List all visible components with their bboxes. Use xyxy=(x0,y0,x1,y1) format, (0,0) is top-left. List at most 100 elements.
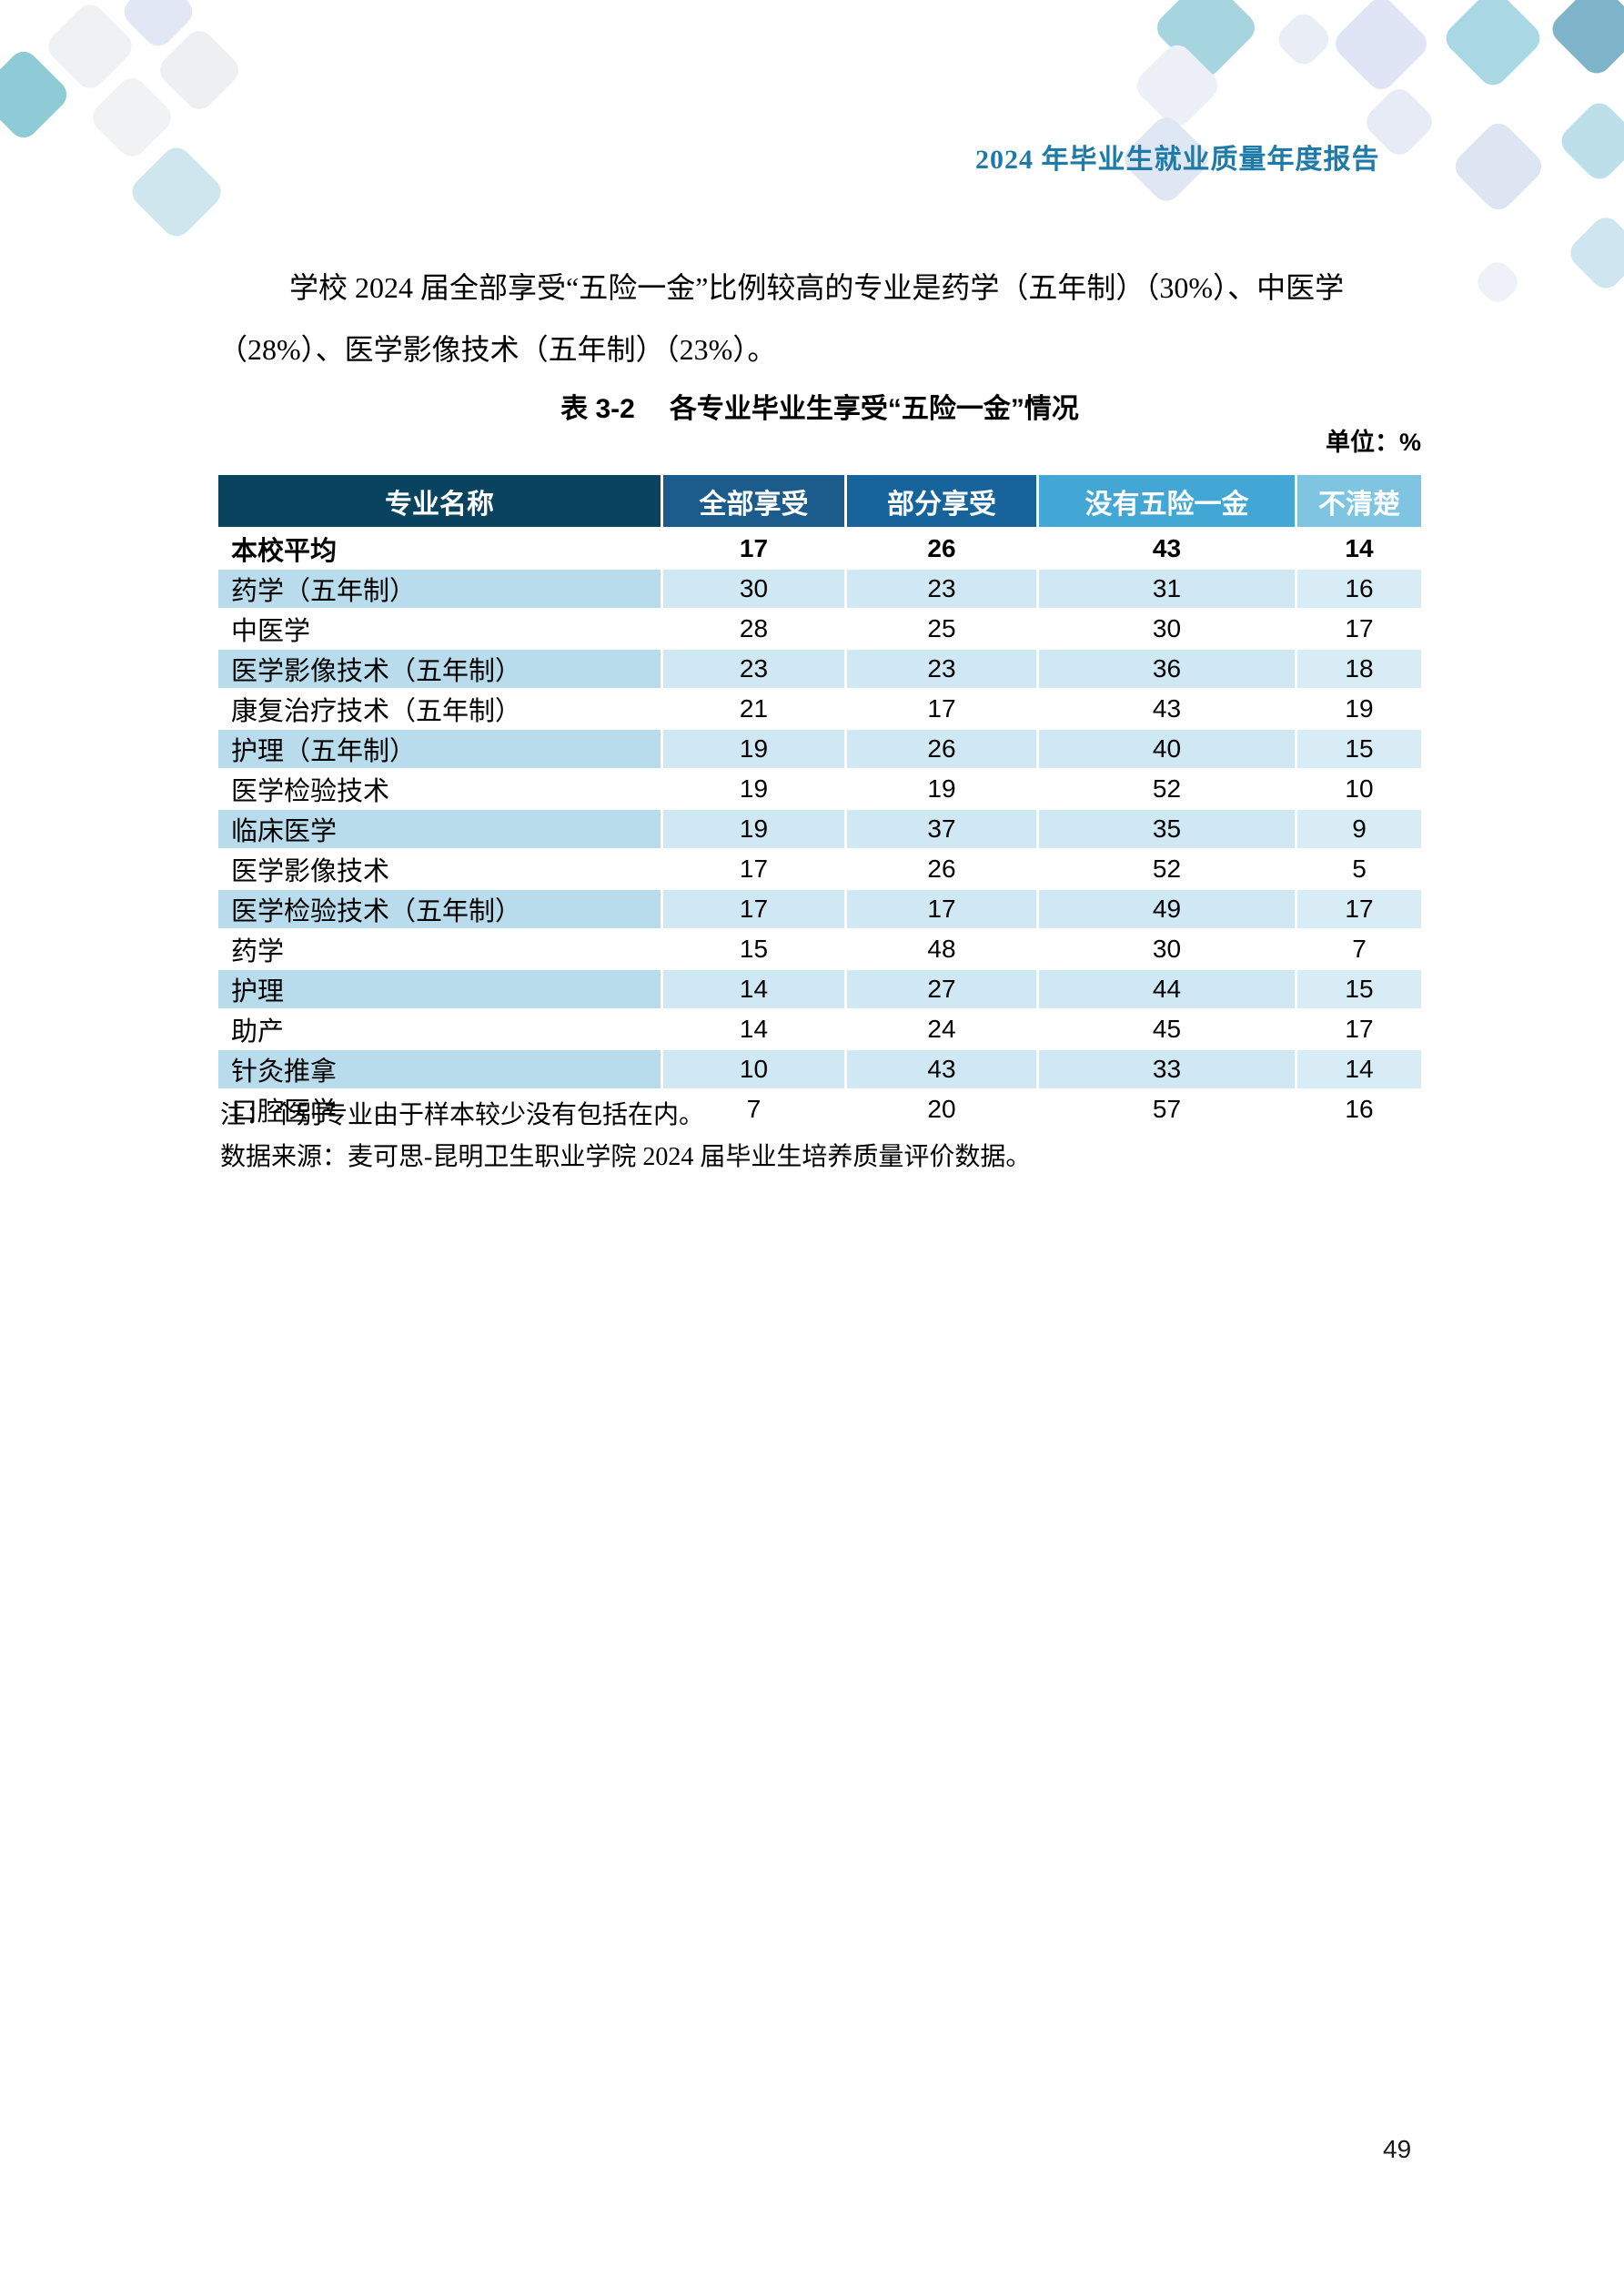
value-cell: 5 xyxy=(1297,850,1421,890)
column-header-partial: 部分享受 xyxy=(847,475,1039,530)
value-cell: 28 xyxy=(663,610,847,650)
value-cell: 15 xyxy=(1297,730,1421,770)
major-name-cell: 针灸推拿 xyxy=(218,1050,663,1090)
value-cell: 10 xyxy=(1297,770,1421,810)
column-header-major: 专业名称 xyxy=(218,475,663,530)
value-cell: 10 xyxy=(663,1050,847,1090)
table-row: 医学影像技术（五年制） 23 23 36 18 xyxy=(218,650,1421,690)
table-row: 助产 14 24 45 17 xyxy=(218,1010,1421,1050)
table-row: 医学影像技术 17 26 52 5 xyxy=(218,850,1421,890)
value-cell: 30 xyxy=(1039,610,1297,650)
table-body: 本校平均 17 26 43 14 药学（五年制） 30 23 31 16 中医学 28 25 30 17 医学… xyxy=(218,530,1421,1130)
value-cell: 23 xyxy=(847,570,1039,610)
value-cell: 43 xyxy=(1039,530,1297,570)
major-name-cell: 医学影像技术 xyxy=(218,850,663,890)
major-name-cell: 口腔医学 xyxy=(218,1090,663,1130)
report-header-title: 2024 年毕业生就业质量年度报告 xyxy=(975,145,1380,175)
diamond-shape xyxy=(1273,8,1335,70)
value-cell: 52 xyxy=(1039,850,1297,890)
column-header-none: 没有五险一金 xyxy=(1039,475,1297,530)
value-cell: 30 xyxy=(663,570,847,610)
value-cell: 44 xyxy=(1039,970,1297,1010)
value-cell: 57 xyxy=(1039,1090,1297,1130)
diamond-shape xyxy=(1555,96,1624,186)
table-unit-label: 单位：% xyxy=(1325,429,1421,456)
body-paragraph: 学校 2024 届全部享受“五险一金”比例较高的专业是药学（五年制）（30%）、… xyxy=(218,257,1492,380)
value-cell: 27 xyxy=(847,970,1039,1010)
value-cell: 48 xyxy=(847,930,1039,970)
page-number: 49 xyxy=(1383,2135,1412,2163)
value-cell: 15 xyxy=(663,930,847,970)
value-cell: 30 xyxy=(1039,930,1297,970)
major-name-cell: 药学（五年制） xyxy=(218,570,663,610)
table-header-row: 专业名称 全部享受 部分享受 没有五险一金 不清楚 xyxy=(218,475,1421,530)
value-cell: 20 xyxy=(847,1090,1039,1130)
diamond-shape xyxy=(1440,0,1546,91)
value-cell: 7 xyxy=(663,1090,847,1130)
table-caption-label: 表 3-2 xyxy=(560,394,635,424)
benefits-table: 专业名称 全部享受 部分享受 没有五险一金 不清楚 本校平均 17 26 43 14 药学… xyxy=(218,475,1421,1130)
major-name-cell: 医学影像技术（五年制） xyxy=(218,650,663,690)
table-row: 药学（五年制） 30 23 31 16 xyxy=(218,570,1421,610)
table-row: 护理（五年制） 19 26 40 15 xyxy=(218,730,1421,770)
diamond-shape xyxy=(1564,211,1624,295)
value-cell: 17 xyxy=(847,890,1039,930)
value-cell: 23 xyxy=(847,650,1039,690)
value-cell: 17 xyxy=(663,530,847,570)
column-header-full: 全部享受 xyxy=(663,475,847,530)
value-cell: 35 xyxy=(1039,810,1297,850)
value-cell: 17 xyxy=(847,690,1039,730)
diamond-shape xyxy=(1546,0,1624,80)
value-cell: 36 xyxy=(1039,650,1297,690)
major-name-cell: 临床医学 xyxy=(218,810,663,850)
table-row: 医学检验技术（五年制） 17 17 49 17 xyxy=(218,890,1421,930)
column-header-unclear: 不清楚 xyxy=(1297,475,1421,530)
value-cell: 33 xyxy=(1039,1050,1297,1090)
value-cell: 37 xyxy=(847,810,1039,850)
major-name-cell: 药学 xyxy=(218,930,663,970)
table-row: 针灸推拿 10 43 33 14 xyxy=(218,1050,1421,1090)
value-cell: 17 xyxy=(1297,1010,1421,1050)
value-cell: 31 xyxy=(1039,570,1297,610)
value-cell: 24 xyxy=(847,1010,1039,1050)
major-name-cell: 本校平均 xyxy=(218,530,663,570)
value-cell: 19 xyxy=(1297,690,1421,730)
value-cell: 25 xyxy=(847,610,1039,650)
diamond-shape xyxy=(1329,0,1433,96)
diamond-shape xyxy=(86,72,177,163)
value-cell: 14 xyxy=(1297,1050,1421,1090)
paragraph-line: 学校 2024 届全部享受“五险一金”比例较高的专业是药学（五年制）（30%）、… xyxy=(289,271,1345,304)
value-cell: 23 xyxy=(663,650,847,690)
value-cell: 19 xyxy=(663,770,847,810)
value-cell: 19 xyxy=(663,730,847,770)
major-name-cell: 护理 xyxy=(218,970,663,1010)
value-cell: 18 xyxy=(1297,650,1421,690)
table-row: 药学 15 48 30 7 xyxy=(218,930,1421,970)
table-row: 康复治疗技术（五年制） 21 17 43 19 xyxy=(218,690,1421,730)
major-name-cell: 康复治疗技术（五年制） xyxy=(218,690,663,730)
value-cell: 17 xyxy=(1297,610,1421,650)
value-cell: 16 xyxy=(1297,570,1421,610)
value-cell: 43 xyxy=(1039,690,1297,730)
value-cell: 43 xyxy=(847,1050,1039,1090)
value-cell: 17 xyxy=(663,890,847,930)
major-name-cell: 助产 xyxy=(218,1010,663,1050)
table-row: 中医学 28 25 30 17 xyxy=(218,610,1421,650)
paragraph-line: （28%）、医学影像技术（五年制）（23%）。 xyxy=(218,333,777,366)
major-name-cell: 医学检验技术 xyxy=(218,770,663,810)
value-cell: 16 xyxy=(1297,1090,1421,1130)
value-cell: 14 xyxy=(663,1010,847,1050)
value-cell: 49 xyxy=(1039,890,1297,930)
table-row: 医学检验技术 19 19 52 10 xyxy=(218,770,1421,810)
value-cell: 7 xyxy=(1297,930,1421,970)
value-cell: 19 xyxy=(847,770,1039,810)
value-cell: 52 xyxy=(1039,770,1297,810)
value-cell: 26 xyxy=(847,730,1039,770)
value-cell: 15 xyxy=(1297,970,1421,1010)
table-header: 专业名称 全部享受 部分享受 没有五险一金 不清楚 xyxy=(218,475,1421,530)
value-cell: 9 xyxy=(1297,810,1421,850)
table-caption-title: 各专业毕业生享受“五险一金”情况 xyxy=(669,394,1079,424)
value-cell: 45 xyxy=(1039,1010,1297,1050)
table-row: 本校平均 17 26 43 14 xyxy=(218,530,1421,570)
